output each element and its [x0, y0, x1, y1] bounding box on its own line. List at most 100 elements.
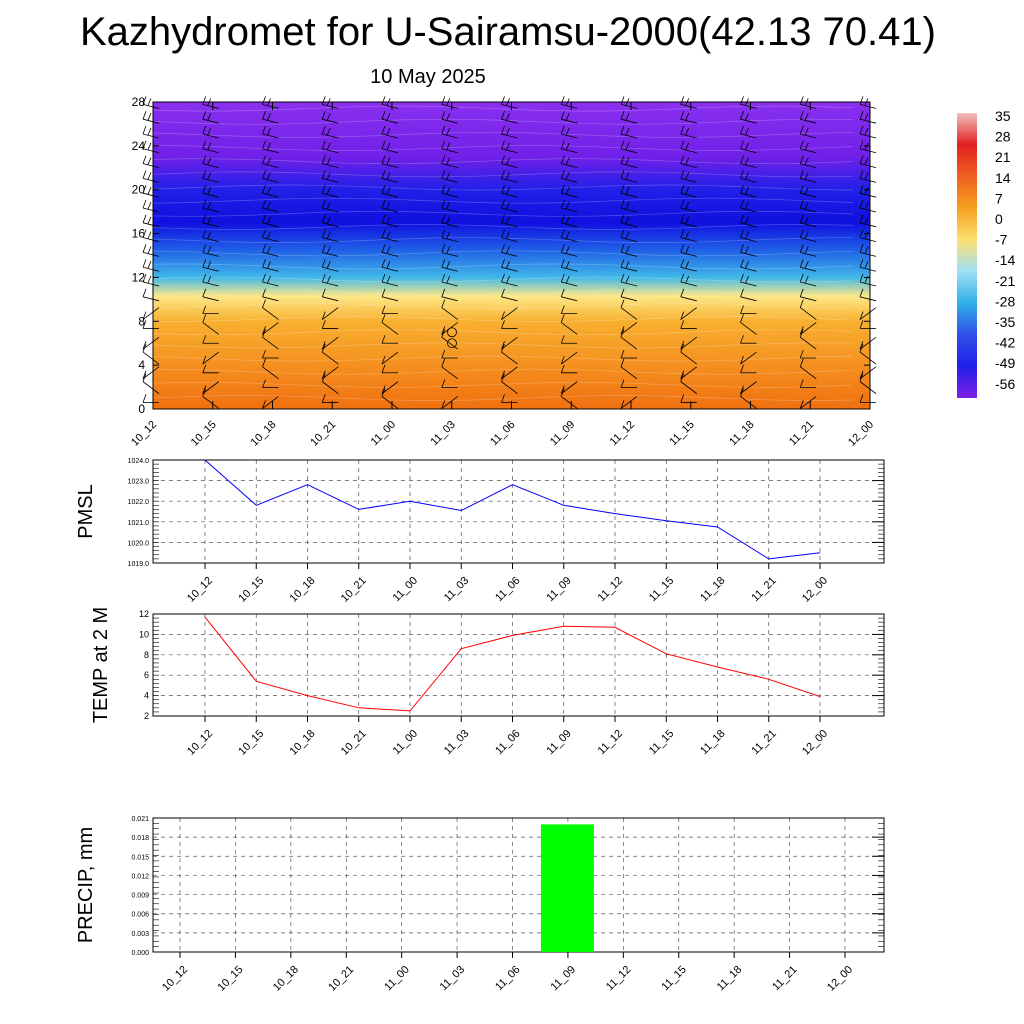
y-axis-label: TEMP at 2 M — [90, 607, 112, 723]
colorbar-label: 35 — [995, 108, 1011, 124]
wind-barb — [142, 185, 160, 198]
x-tick-label: 10_18 — [271, 964, 301, 994]
wind-barb — [799, 299, 817, 320]
contour-line — [152, 289, 854, 296]
wind-barb — [441, 229, 458, 242]
wind-barb — [859, 288, 877, 302]
contour-line — [152, 329, 854, 336]
colorbar-label: -28 — [995, 293, 1015, 309]
wind-barb — [142, 273, 160, 287]
wind-barb — [740, 381, 757, 394]
wind-barb — [142, 214, 160, 228]
wind-barb — [740, 364, 757, 374]
wind-barb — [560, 381, 578, 394]
wind-barb — [859, 394, 876, 403]
wind-barb — [262, 125, 279, 139]
wind-barb — [202, 125, 219, 139]
wind-barb — [501, 320, 518, 329]
wind-barb — [620, 111, 638, 124]
wind-barb — [381, 364, 398, 374]
y-tick-label: 0.018 — [131, 835, 149, 842]
wind-barb — [560, 111, 578, 124]
colorbar-label: -49 — [995, 355, 1015, 371]
contour-line — [152, 171, 854, 178]
wind-barb — [142, 155, 160, 168]
wind-barb — [799, 273, 817, 287]
wind-barb — [859, 259, 877, 272]
x-tick-label: 11_12 — [604, 964, 634, 994]
wind-barb — [799, 358, 817, 380]
wind-barb — [799, 244, 817, 257]
x-tick-label: 12_00 — [825, 964, 855, 994]
wind-barb — [560, 155, 578, 168]
wind-barb — [142, 244, 160, 257]
wind-barb — [560, 314, 578, 335]
wind-barb — [321, 307, 339, 320]
y-tick-label: 28 — [132, 95, 146, 109]
chart-subtitle: 10 May 2025 — [370, 66, 486, 88]
wind-barb — [202, 273, 219, 287]
contour-line — [152, 224, 854, 230]
wind-barb — [381, 351, 399, 365]
wind-barb — [740, 111, 757, 124]
wind-barb — [381, 140, 399, 154]
wind-barb — [262, 185, 279, 198]
wind-barb — [321, 155, 339, 168]
wind-barb — [740, 259, 757, 272]
wind-barb — [740, 125, 757, 139]
plot-border — [152, 817, 885, 953]
calm-circle — [447, 338, 457, 349]
wind-barb — [441, 170, 458, 183]
wind-barb — [262, 358, 279, 380]
wind-barb — [620, 185, 638, 198]
wind-barb — [799, 140, 817, 154]
wind-barb — [501, 185, 518, 198]
wind-barb — [560, 125, 578, 139]
wind-barb — [799, 111, 817, 124]
colorbar-label: -7 — [995, 232, 1008, 248]
wind-barb — [142, 307, 160, 320]
wind-barb — [620, 214, 638, 228]
wind-barb — [620, 322, 638, 335]
wind-barb — [620, 358, 638, 380]
contour-line — [152, 145, 854, 151]
wind-barb — [501, 229, 518, 242]
wind-barb — [202, 335, 219, 344]
wind-barb — [859, 125, 877, 139]
wind-barb — [740, 273, 757, 287]
wind-barb — [740, 214, 757, 228]
wind-barb — [501, 307, 518, 320]
y-tick-label: 10 — [139, 629, 149, 639]
wind-barb — [859, 185, 877, 198]
colorbar-label: -21 — [995, 273, 1015, 289]
wind-barb — [262, 170, 279, 183]
wind-barb — [680, 111, 697, 124]
contour-line — [152, 355, 854, 362]
wind-barb — [321, 170, 339, 183]
wind-barb — [381, 170, 399, 183]
x-tick-label: 11_03 — [438, 964, 468, 994]
wind-barb — [381, 185, 399, 198]
contour-line — [152, 395, 854, 401]
wind-barb — [501, 366, 518, 380]
wind-barb — [740, 305, 757, 315]
wind-barb — [142, 259, 160, 272]
wind-barb — [501, 111, 518, 124]
contour-line — [152, 250, 854, 257]
wind-barb — [501, 140, 518, 154]
wind-barb — [799, 185, 817, 198]
y-tick-label: 1023.0 — [128, 479, 150, 486]
wind-barb — [501, 214, 518, 228]
wind-barb — [799, 229, 817, 242]
wind-barb — [680, 259, 697, 272]
wind-barb — [202, 351, 219, 365]
wind-barb — [560, 244, 578, 257]
wind-barb — [560, 364, 578, 374]
wind-barb — [262, 155, 279, 168]
wind-barb — [799, 259, 817, 272]
wind-barb — [321, 185, 339, 198]
calm-circle — [447, 327, 457, 338]
wind-barb — [620, 396, 638, 409]
wind-barb — [381, 288, 399, 302]
